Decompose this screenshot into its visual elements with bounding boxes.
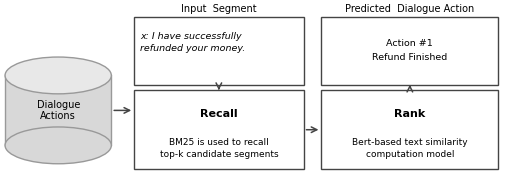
Text: BM25 is used to recall
top-k candidate segments: BM25 is used to recall top-k candidate s… — [159, 138, 278, 160]
Ellipse shape — [5, 127, 111, 164]
FancyBboxPatch shape — [321, 90, 497, 169]
Text: x: I have successfully
refunded your money.: x: I have successfully refunded your mon… — [140, 32, 245, 53]
Text: Bert-based text similarity
computation model: Bert-based text similarity computation m… — [351, 138, 467, 160]
FancyBboxPatch shape — [134, 17, 303, 85]
Text: Recall: Recall — [199, 109, 237, 119]
FancyBboxPatch shape — [134, 90, 303, 169]
Text: Input  Segment: Input Segment — [181, 4, 256, 14]
Text: Dialogue
Actions: Dialogue Actions — [36, 100, 80, 121]
Text: Predicted  Dialogue Action: Predicted Dialogue Action — [344, 4, 474, 14]
Bar — [5, 75, 111, 145]
Text: Rank: Rank — [393, 109, 425, 119]
Text: Action #1
Refund Finished: Action #1 Refund Finished — [372, 39, 446, 62]
FancyBboxPatch shape — [321, 17, 497, 85]
Ellipse shape — [5, 57, 111, 94]
